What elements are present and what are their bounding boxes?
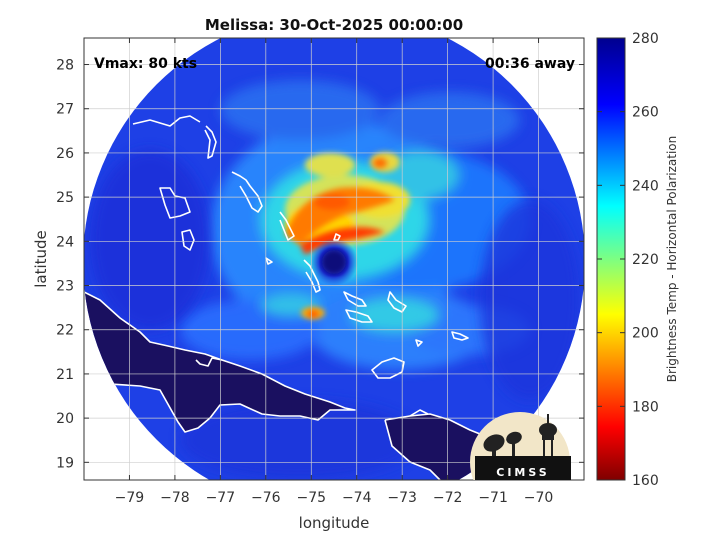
- colorbar-tick-label: 160: [632, 473, 659, 489]
- colorbar-tick-label: 220: [632, 252, 659, 268]
- colorbar-tick-label: 280: [632, 31, 659, 47]
- y-tick-label: 26: [56, 146, 74, 162]
- x-tick-label: −77: [206, 490, 236, 506]
- y-tick-label: 24: [56, 234, 74, 250]
- y-tick-label: 25: [56, 190, 74, 206]
- y-tick-label: 27: [56, 102, 74, 118]
- x-tick-label: −73: [387, 490, 417, 506]
- chart-title: Melissa: 30-Oct-2025 00:00:00: [205, 16, 463, 34]
- y-axis-ticks: 19 20 21 22 23 24 25 26 27 28: [56, 58, 584, 471]
- x-tick-label: −79: [115, 490, 145, 506]
- y-tick-label: 21: [56, 367, 74, 383]
- colorbar-ticks: 160 180 200 220 240 260 280: [597, 31, 659, 489]
- cimss-logo: CIMSS: [470, 412, 571, 480]
- x-tick-label: −72: [433, 490, 463, 506]
- colorbar-tick-label: 180: [632, 399, 659, 415]
- colorbar-tick-label: 240: [632, 178, 659, 194]
- colorbar-tick-label: 200: [632, 326, 659, 342]
- x-tick-label: −75: [296, 490, 326, 506]
- plot-area: −79 −78 −77 −76 −75 −74 −73 −72 −71 −70 19 20 21 22 2…: [32, 37, 585, 532]
- vmax-label: Vmax: 80 kts: [94, 56, 197, 72]
- x-axis-label: longitude: [299, 514, 370, 532]
- x-tick-label: −76: [251, 490, 281, 506]
- x-tick-label: −70: [524, 490, 554, 506]
- y-tick-label: 28: [56, 58, 74, 74]
- y-tick-label: 23: [56, 279, 74, 295]
- y-tick-label: 20: [56, 411, 74, 427]
- x-tick-label: −71: [478, 490, 508, 506]
- colorbar-tick-label: 260: [632, 105, 659, 121]
- time-away-label: 00:36 away: [485, 56, 575, 72]
- y-tick-label: 19: [56, 455, 74, 471]
- axes-frame: [83, 37, 585, 481]
- x-tick-label: −78: [160, 490, 190, 506]
- colorbar: 160 180 200 220 240 260 280 Brightness Temp - …: [596, 31, 679, 489]
- colorbar-label: Brightness Temp - Horizontal Polarizatio…: [665, 136, 679, 383]
- y-tick-label: 22: [56, 323, 74, 339]
- y-axis-label: latitude: [32, 230, 50, 288]
- x-tick-label: −74: [342, 490, 372, 506]
- logo-text: CIMSS: [496, 466, 549, 479]
